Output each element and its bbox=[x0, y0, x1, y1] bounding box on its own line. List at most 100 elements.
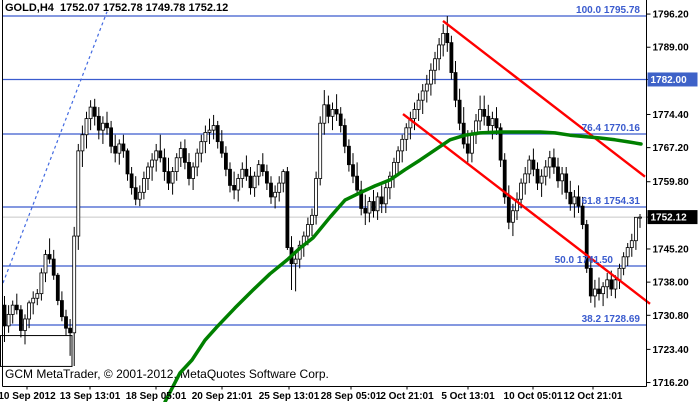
candle-body bbox=[383, 187, 388, 205]
candle-body bbox=[605, 279, 610, 288]
candle-body bbox=[416, 99, 421, 110]
support-rectangle-annotation[interactable] bbox=[0, 335, 73, 367]
candle-body bbox=[133, 187, 138, 200]
candle-body bbox=[64, 316, 68, 329]
candle-body bbox=[494, 118, 499, 129]
candle-body bbox=[51, 258, 56, 276]
candle-body bbox=[457, 99, 462, 124]
candle-body bbox=[219, 141, 224, 154]
fib-label: 100.0 1795.78 bbox=[576, 5, 640, 16]
candle-body bbox=[396, 150, 401, 163]
candle-body bbox=[240, 168, 245, 179]
candle-body bbox=[502, 159, 507, 198]
candle-body bbox=[593, 288, 597, 297]
candle-body bbox=[433, 58, 437, 71]
candle-body bbox=[469, 134, 474, 154]
candle-body bbox=[486, 115, 491, 126]
badge-label: 1752.12 bbox=[651, 213, 688, 224]
candle-body bbox=[515, 198, 519, 212]
candle-body bbox=[363, 208, 368, 214]
candle-body bbox=[625, 247, 630, 258]
candle-body bbox=[211, 125, 216, 131]
candle-body bbox=[117, 143, 122, 154]
candle-body bbox=[35, 293, 40, 299]
candle-body bbox=[543, 166, 548, 177]
candle-body bbox=[60, 300, 64, 318]
y-axis-label: 1723.40 bbox=[653, 345, 690, 356]
price-axis[interactable]: 1796.20 1789.00 1782.00 1774.40 1767.20 1759.… bbox=[646, 10, 698, 389]
candle-body bbox=[109, 127, 113, 147]
candle-body bbox=[215, 125, 220, 143]
candle-body bbox=[564, 173, 569, 193]
x-axis-label: 25 Sep 13:01 bbox=[259, 391, 320, 402]
candle-body bbox=[158, 150, 163, 159]
candle-body bbox=[527, 159, 532, 175]
candle-body bbox=[170, 171, 175, 184]
x-axis-label: 28 Sep 05:01 bbox=[321, 391, 382, 402]
candle-body bbox=[326, 104, 331, 117]
dashed-trendline bbox=[2, 11, 108, 284]
candle-body bbox=[510, 210, 515, 223]
candle-body bbox=[453, 72, 458, 101]
candle-body bbox=[310, 214, 314, 225]
candle-body bbox=[195, 152, 200, 168]
candle-body bbox=[572, 196, 577, 205]
candle-body bbox=[191, 166, 196, 179]
candle-body bbox=[248, 175, 253, 189]
candle-body bbox=[203, 132, 208, 143]
candle-body bbox=[150, 159, 155, 168]
candle-body bbox=[256, 164, 261, 177]
candle-body bbox=[146, 166, 150, 179]
candle-body bbox=[68, 327, 72, 334]
candle-body bbox=[281, 171, 286, 184]
candle-body bbox=[613, 279, 618, 290]
candle-body bbox=[232, 185, 237, 191]
candle-body bbox=[351, 164, 355, 177]
candle-body bbox=[552, 157, 556, 168]
candle-body bbox=[43, 254, 48, 274]
candle-body bbox=[588, 267, 593, 297]
candle-body bbox=[72, 235, 77, 334]
candle-body bbox=[531, 159, 536, 170]
candle-body bbox=[105, 122, 109, 129]
candle-body bbox=[322, 104, 327, 124]
candle-body bbox=[23, 318, 27, 331]
price-level-badge bbox=[647, 72, 698, 87]
candle-body bbox=[174, 157, 179, 172]
candle-body bbox=[556, 166, 560, 182]
fib-label: 61.8 1754.31 bbox=[582, 196, 641, 207]
candle-body bbox=[629, 240, 634, 248]
current-price-badge bbox=[647, 210, 698, 225]
x-axis-label: 5 Oct 13:01 bbox=[441, 391, 495, 402]
candle-body bbox=[634, 216, 638, 242]
candle-body bbox=[371, 201, 376, 212]
candle-body bbox=[199, 141, 204, 154]
x-axis-label: 18 Sep 05:01 bbox=[126, 391, 187, 402]
candle-body bbox=[207, 129, 212, 133]
moving-average bbox=[163, 130, 643, 402]
candle-body bbox=[88, 106, 93, 120]
candle-body bbox=[638, 216, 642, 219]
time-axis[interactable]: 10 Sep 2012 13 Sep 13:01 18 Sep 05:01 20 Se… bbox=[0, 386, 623, 402]
candle-body bbox=[76, 150, 81, 237]
y-axis-label: 1789.00 bbox=[653, 43, 690, 54]
candle-body bbox=[535, 168, 540, 184]
candle-body bbox=[244, 168, 249, 177]
candle-body bbox=[297, 244, 302, 260]
candle-body bbox=[260, 164, 265, 172]
x-axis-label: 10 Sep 2012 bbox=[0, 391, 56, 402]
candle-body bbox=[375, 196, 380, 212]
candle-body bbox=[424, 83, 429, 92]
candle-body bbox=[14, 304, 19, 311]
candle-body bbox=[367, 201, 372, 214]
candle-body bbox=[441, 33, 446, 46]
red-trendline bbox=[402, 113, 651, 305]
y-axis-label: 1716.20 bbox=[653, 378, 690, 389]
ascending-dashed-trendline[interactable] bbox=[2, 11, 108, 284]
candle-body bbox=[478, 109, 483, 122]
candle-body bbox=[187, 161, 191, 179]
candles bbox=[2, 16, 642, 366]
candle-body bbox=[584, 224, 589, 269]
candle-body bbox=[355, 175, 360, 191]
